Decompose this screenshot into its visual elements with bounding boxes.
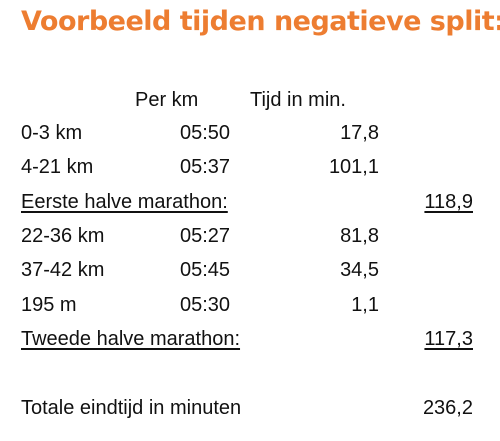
row-label: 37-42 km [21, 259, 105, 281]
row-pace: 05:30 [180, 294, 231, 316]
row-label: 0-3 km [21, 122, 83, 144]
header-tijd: Tijd in min. [250, 89, 346, 111]
header-per-km: Per km [135, 89, 199, 111]
first-half-label: Eerste halve marathon: [21, 191, 228, 213]
row-pace: 05:27 [180, 225, 231, 247]
row-time: 81,8 [340, 225, 379, 247]
second-half-total: 117,3 [424, 328, 473, 350]
row-pace: 05:50 [180, 122, 231, 144]
row-time: 1,1 [351, 294, 379, 316]
row-label: 195 m [21, 294, 77, 316]
second-half-label: Tweede halve marathon: [21, 328, 241, 350]
row-time: 101,1 [328, 156, 379, 178]
row-pace: 05:37 [180, 156, 231, 178]
row-time: 34,5 [340, 259, 379, 281]
row-time: 17,8 [340, 122, 379, 144]
first-half-total: 118,9 [424, 191, 473, 213]
page-title: Voorbeeld tijden negatieve split: [21, 6, 500, 37]
grand-total-value: 236,2 [422, 397, 473, 419]
row-label: 22-36 km [21, 225, 105, 247]
row-pace: 05:45 [180, 259, 231, 281]
row-label: 4-21 km [21, 156, 94, 178]
grand-total-label: Totale eindtijd in minuten [21, 397, 242, 419]
